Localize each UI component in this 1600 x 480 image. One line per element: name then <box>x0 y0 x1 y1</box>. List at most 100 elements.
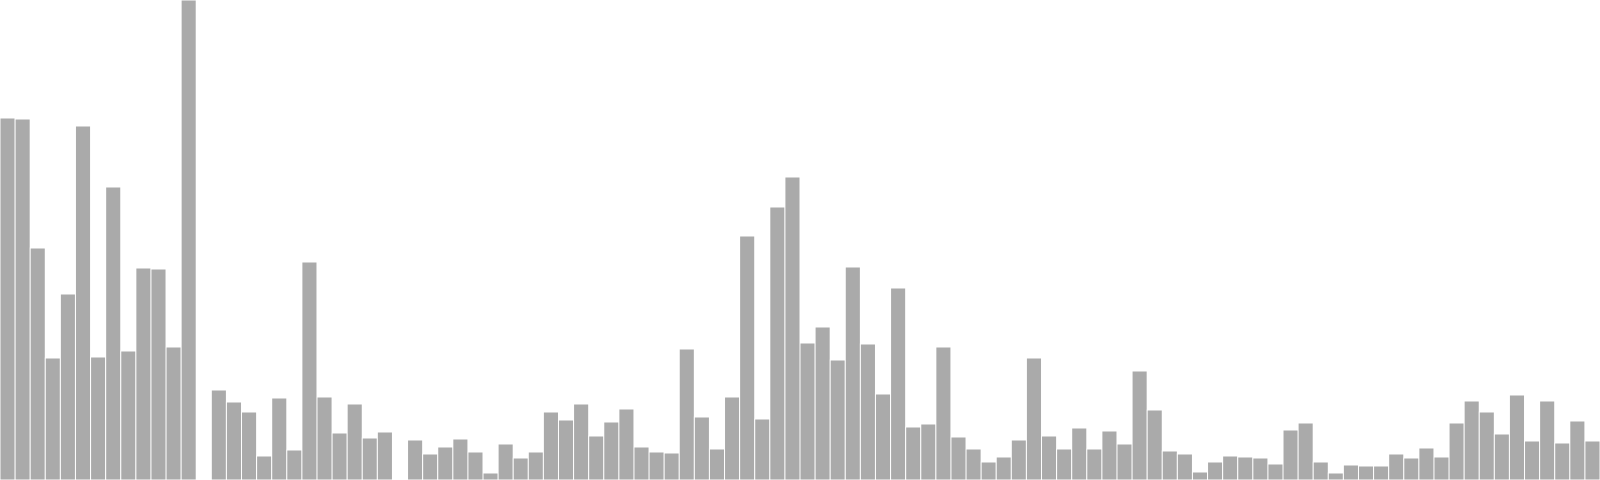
bar-43 <box>648 451 665 480</box>
bar-70 <box>1056 448 1073 480</box>
bar-61 <box>920 423 937 480</box>
bar-8 <box>120 350 137 480</box>
bar-78 <box>1176 453 1193 480</box>
bar-15 <box>225 401 243 480</box>
bar-96 <box>1448 422 1465 480</box>
bar-3 <box>44 357 61 480</box>
bar-84 <box>1267 463 1284 480</box>
bar-38 <box>573 403 590 480</box>
bar-56 <box>844 266 861 480</box>
bar-95 <box>1433 456 1450 480</box>
bar-40 <box>603 421 620 480</box>
bar-19 <box>286 449 303 480</box>
bar-64 <box>965 448 982 480</box>
bar-50 <box>754 418 771 480</box>
bar-9 <box>135 267 152 480</box>
bar-55 <box>829 359 846 480</box>
bar-10 <box>150 268 167 480</box>
bar-45 <box>678 348 695 480</box>
bar-87 <box>1312 461 1329 480</box>
bar-41 <box>618 408 635 480</box>
bar-0 <box>0 117 16 480</box>
bar-5 <box>74 125 92 480</box>
bar-52 <box>784 176 801 480</box>
bar-27 <box>407 439 424 480</box>
bar-62 <box>935 346 952 480</box>
bar-80 <box>1207 461 1224 480</box>
bar-31 <box>467 451 484 480</box>
bar-20 <box>301 261 318 480</box>
bar-102 <box>1539 400 1556 480</box>
bar-98 <box>1478 411 1495 480</box>
bar-72 <box>1086 448 1103 480</box>
bar-37 <box>557 419 575 480</box>
bar-57 <box>859 343 876 480</box>
bar-36 <box>542 411 559 480</box>
bar-18 <box>271 397 288 480</box>
bar-93 <box>1403 457 1420 480</box>
bar-16 <box>241 411 258 480</box>
bar-53 <box>799 342 816 480</box>
bar-51 <box>769 206 786 480</box>
bar-103 <box>1554 442 1571 480</box>
bar-12 <box>180 0 197 480</box>
bar-68 <box>1025 357 1043 480</box>
bar-101 <box>1524 440 1541 480</box>
bar-24 <box>361 437 378 480</box>
bar-86 <box>1297 422 1314 480</box>
bar-104 <box>1569 420 1586 480</box>
bar-35 <box>527 451 544 480</box>
bar-71 <box>1071 427 1088 480</box>
bar-99 <box>1493 433 1510 480</box>
bar-17 <box>256 455 273 480</box>
bar-4 <box>59 293 76 480</box>
bar-21 <box>316 396 333 480</box>
bar-42 <box>633 446 650 480</box>
bar-97 <box>1463 400 1480 480</box>
bar-14 <box>210 389 227 480</box>
bar-33 <box>497 443 514 480</box>
bar-22 <box>331 432 348 480</box>
bar-32 <box>482 472 499 480</box>
bar-28 <box>422 453 439 480</box>
bar-94 <box>1418 447 1435 480</box>
bar-91 <box>1373 465 1390 480</box>
bar-76 <box>1146 409 1163 480</box>
bar-81 <box>1222 455 1239 480</box>
bar-79 <box>1191 471 1209 480</box>
bar-30 <box>452 438 469 480</box>
bar-25 <box>376 431 393 480</box>
bar-105 <box>1584 440 1600 480</box>
bar-11 <box>165 346 182 480</box>
bar-85 <box>1282 429 1299 480</box>
bar-49 <box>739 235 756 480</box>
bar-48 <box>724 396 741 480</box>
bar-92 <box>1388 453 1405 480</box>
bar-77 <box>1161 450 1178 480</box>
bar-47 <box>708 448 726 480</box>
bar-73 <box>1101 430 1118 480</box>
bar-89 <box>1342 464 1359 480</box>
bar-60 <box>905 426 922 480</box>
bar-66 <box>995 456 1012 480</box>
bar-34 <box>512 457 529 480</box>
bar-65 <box>980 461 997 480</box>
bar-75 <box>1131 370 1148 480</box>
bar-74 <box>1116 443 1133 480</box>
bar-69 <box>1041 435 1058 480</box>
bar-6 <box>90 356 107 480</box>
bar-63 <box>950 436 967 480</box>
bar-54 <box>814 326 831 480</box>
bar-59 <box>890 287 907 480</box>
bar-90 <box>1357 465 1375 480</box>
bar-44 <box>663 452 680 480</box>
bar-88 <box>1327 472 1344 480</box>
bar-7 <box>105 186 122 480</box>
bar-58 <box>874 393 892 480</box>
bar-67 <box>1010 439 1027 480</box>
bar-46 <box>693 416 710 480</box>
bar-100 <box>1508 394 1526 480</box>
bar-29 <box>437 446 454 480</box>
